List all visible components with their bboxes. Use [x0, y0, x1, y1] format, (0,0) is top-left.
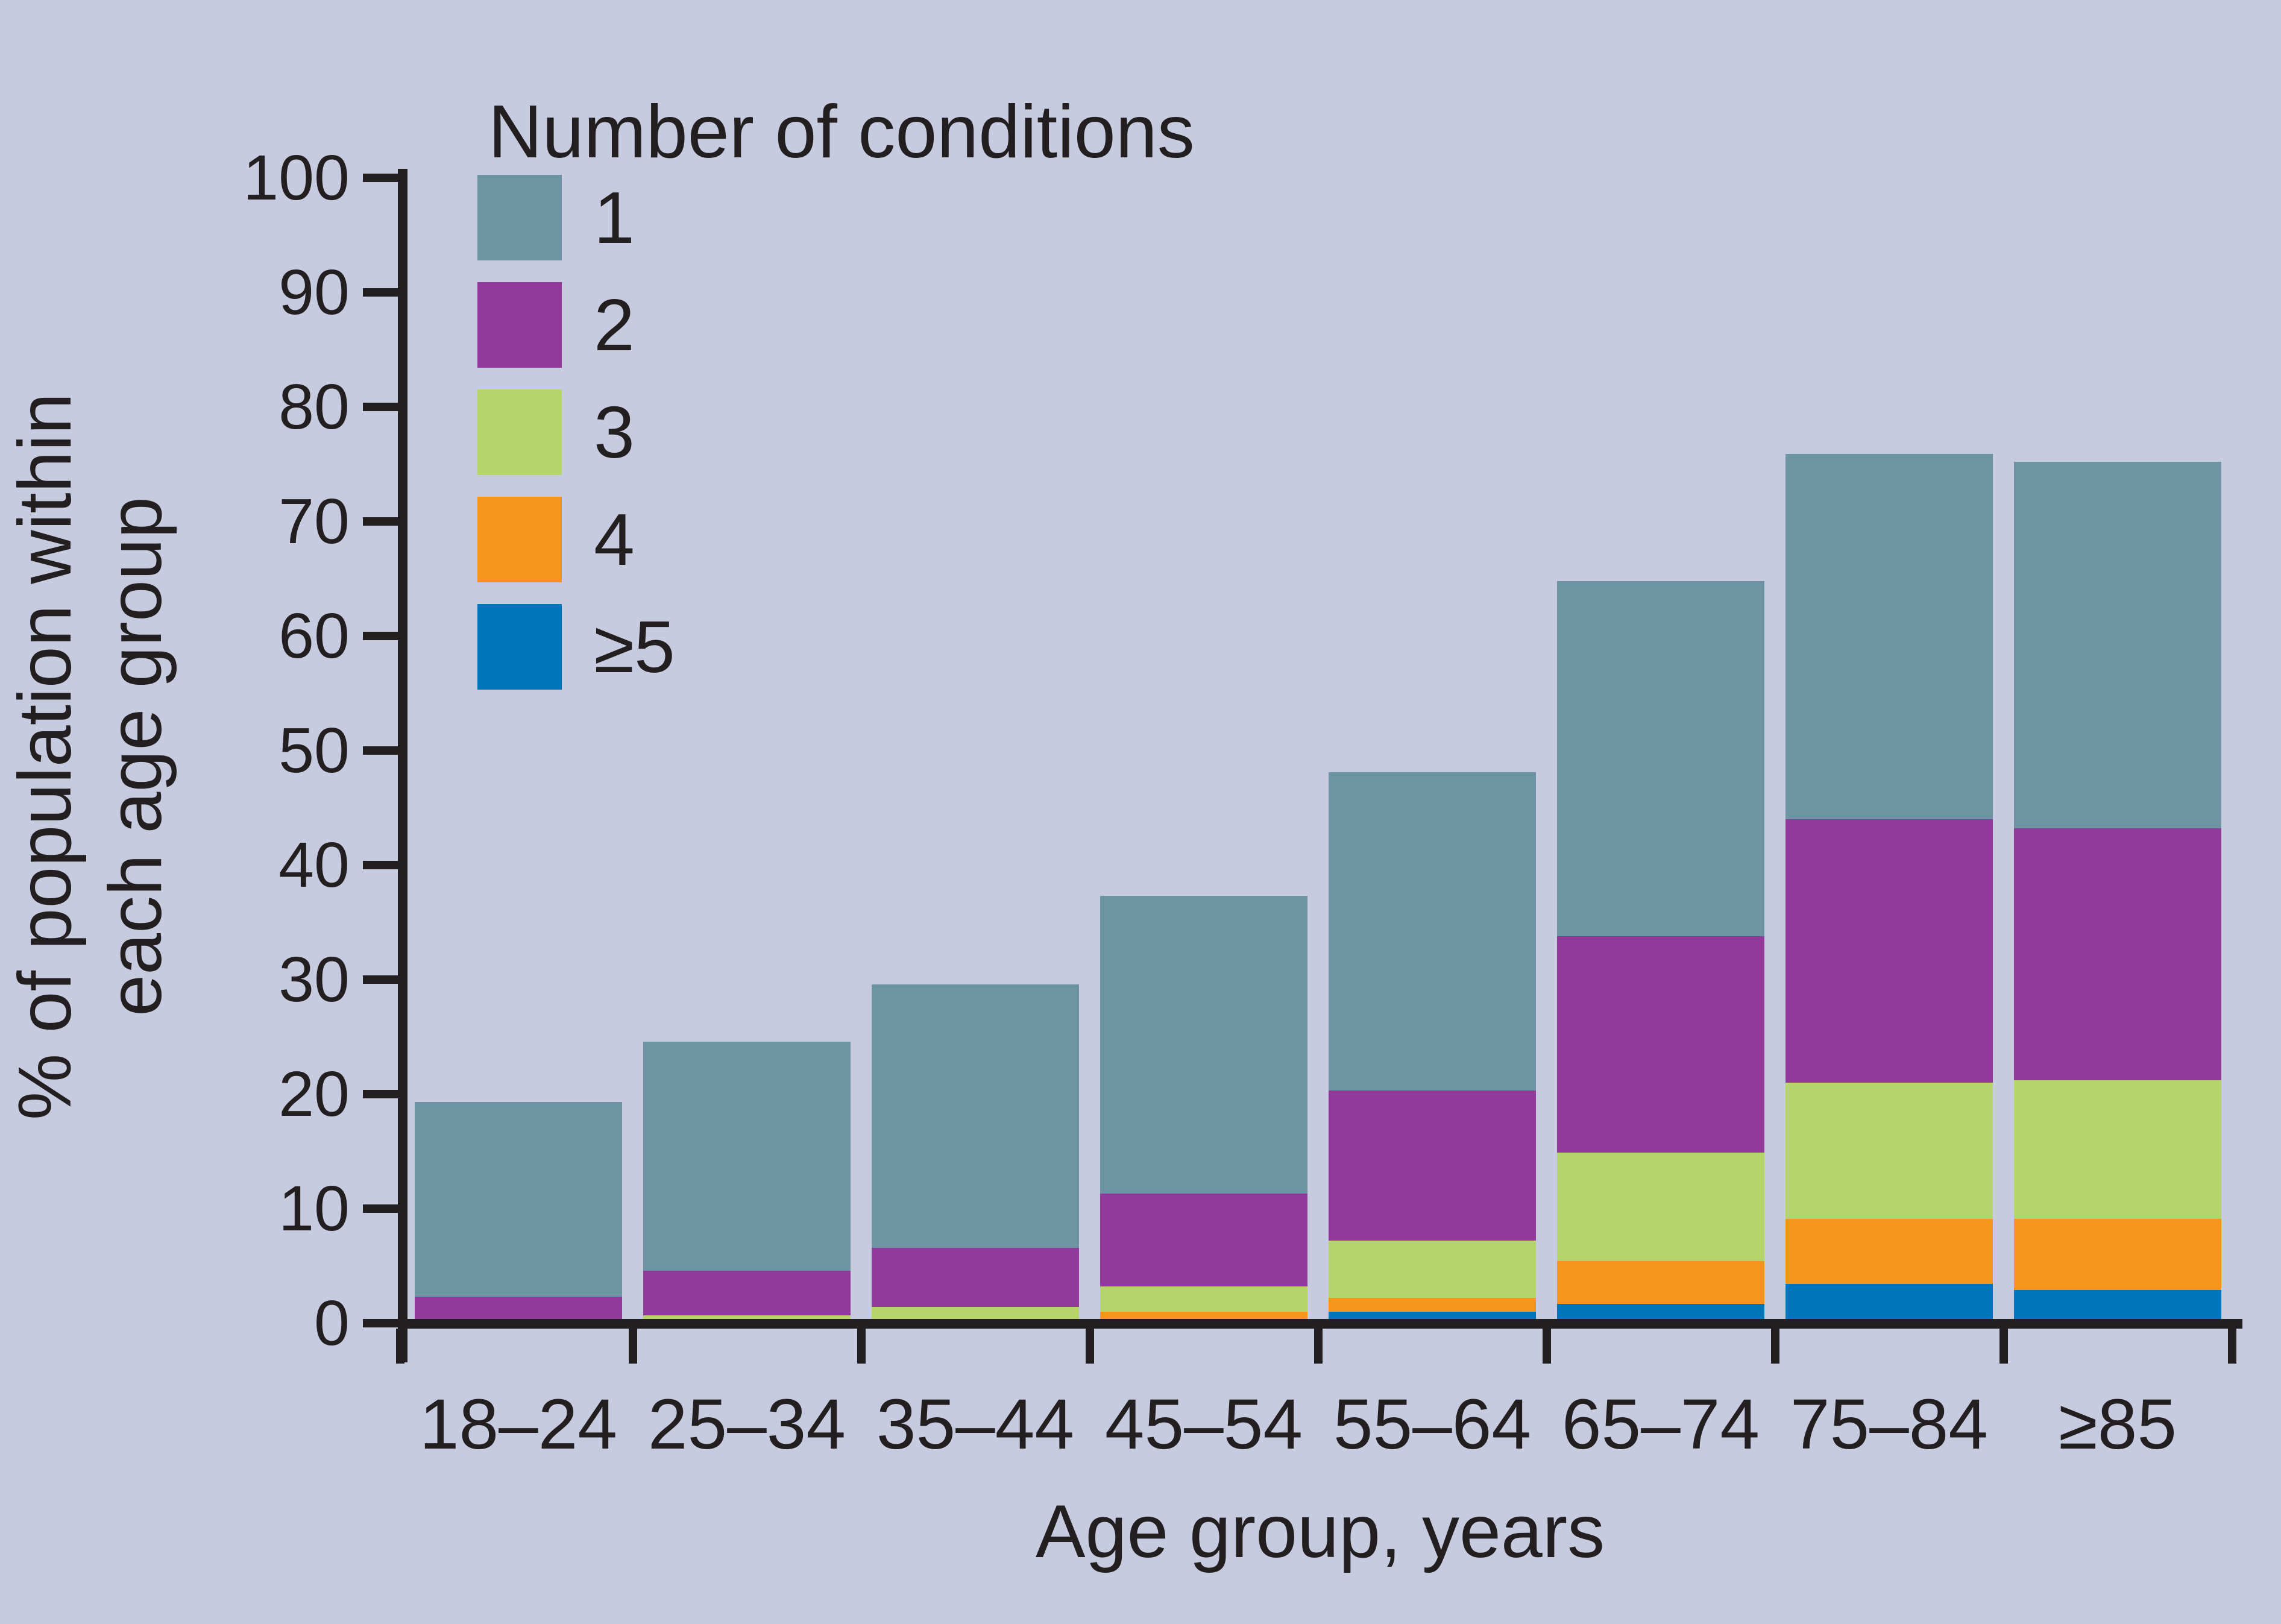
x-tick	[857, 1329, 866, 1364]
x-tick	[1542, 1329, 1551, 1364]
bar-segment-2	[2014, 828, 2221, 1081]
bar-segment-4	[1329, 1298, 1536, 1312]
bar-segment-1	[415, 1102, 622, 1297]
x-tick	[1085, 1329, 1094, 1364]
legend-item-3: 3	[477, 389, 1382, 475]
x-category-label: 65–74	[1561, 1385, 1760, 1464]
bar-segment-2	[1557, 936, 1764, 1153]
legend: Number of conditions 1 2 3 4 ≥5	[477, 89, 1382, 722]
legend-label: ≥5	[594, 606, 675, 688]
bar-segment-4	[1557, 1261, 1764, 1304]
bar-segment-1	[1557, 581, 1764, 936]
y-tick	[363, 632, 398, 640]
legend-item-2: 2	[477, 282, 1382, 368]
y-tick-label: 10	[278, 1173, 350, 1244]
y-tick	[363, 861, 398, 869]
bar-segment-1	[1329, 772, 1536, 1091]
y-tick	[363, 975, 398, 984]
y-tick-label: 50	[278, 715, 350, 786]
y-tick-label: 20	[278, 1059, 350, 1130]
y-tick-label: 80	[278, 371, 350, 442]
legend-label: 1	[594, 177, 635, 259]
y-tick-label: 90	[278, 257, 350, 328]
bar-segment-ge-5	[1785, 1284, 1993, 1323]
bar-segment-3	[1557, 1152, 1764, 1262]
legend-swatch-1	[477, 175, 562, 260]
x-tick	[2227, 1329, 2236, 1364]
bar-segment-3	[1329, 1241, 1536, 1298]
bar-segment-1	[872, 984, 1079, 1248]
y-tick-label: 60	[278, 600, 350, 672]
legend-items: 1 2 3 4 ≥5	[477, 175, 1382, 722]
bar-segment-3	[2014, 1080, 2221, 1220]
bar-segment-2	[1785, 819, 1993, 1083]
y-tick	[363, 288, 398, 297]
x-category-label: 45–54	[1104, 1385, 1303, 1464]
legend-label: 4	[594, 499, 635, 581]
x-category-label: 55–64	[1333, 1385, 1532, 1464]
x-tick	[1999, 1329, 2008, 1364]
legend-label: 3	[594, 391, 635, 473]
y-tick-label: 100	[243, 142, 350, 213]
x-category-label: 75–84	[1790, 1385, 1989, 1464]
y-tick-label: 30	[278, 944, 350, 1015]
legend-item-1: 1	[477, 175, 1382, 260]
y-axis-line	[398, 169, 407, 1362]
bar-segment-2	[1329, 1091, 1536, 1241]
legend-swatch-4	[477, 497, 562, 582]
y-tick	[363, 746, 398, 755]
bar-segment-ge-5	[2014, 1289, 2221, 1323]
bar-segment-4	[2014, 1219, 2221, 1290]
legend-title: Number of conditions	[488, 90, 1195, 174]
x-tick	[396, 1329, 404, 1364]
legend-swatch-3	[477, 389, 562, 475]
y-tick	[363, 174, 398, 182]
bar-ge-85	[2014, 0, 2221, 1323]
bar-segment-1	[1785, 453, 1993, 819]
bar-segment-2	[643, 1270, 851, 1315]
bar-25-34	[643, 0, 851, 1323]
y-tick-label: 70	[278, 486, 350, 557]
x-category-label: 25–34	[647, 1385, 846, 1464]
bar-segment-3	[1785, 1083, 1993, 1220]
y-tick-label: 40	[278, 829, 350, 901]
x-axis-title: Age group, years	[1035, 1490, 1605, 1573]
bar-75-84	[1785, 0, 1993, 1323]
bar-segment-2	[872, 1247, 1079, 1308]
y-tick	[363, 1204, 398, 1213]
legend-swatch-ge-5	[477, 604, 562, 690]
x-tick	[1770, 1329, 1779, 1364]
y-tick	[363, 403, 398, 411]
legend-swatch-2	[477, 282, 562, 368]
legend-item-ge-5: ≥5	[477, 604, 1382, 690]
y-tick	[363, 1319, 398, 1327]
legend-label: 2	[594, 284, 635, 366]
legend-item-4: 4	[477, 497, 1382, 582]
bar-segment-1	[1100, 896, 1307, 1194]
bar-55-64	[1329, 0, 1536, 1323]
x-category-label: ≥85	[2058, 1385, 2177, 1464]
x-tick	[628, 1329, 637, 1364]
y-tick	[363, 517, 398, 526]
x-category-label: 35–44	[876, 1385, 1075, 1464]
x-category-label: 18–24	[419, 1385, 618, 1464]
bar-segment-1	[2014, 462, 2221, 829]
bar-segment-2	[1100, 1194, 1307, 1287]
bar-segment-2	[415, 1297, 622, 1323]
x-axis-line	[398, 1319, 2242, 1329]
bar-18-24	[415, 0, 622, 1323]
bar-segment-4	[1785, 1219, 1993, 1285]
bar-segment-3	[1100, 1286, 1307, 1312]
x-tick	[1314, 1329, 1323, 1364]
y-tick	[363, 1090, 398, 1098]
bar-segment-1	[643, 1041, 851, 1271]
y-tick-label: 0	[314, 1288, 350, 1359]
